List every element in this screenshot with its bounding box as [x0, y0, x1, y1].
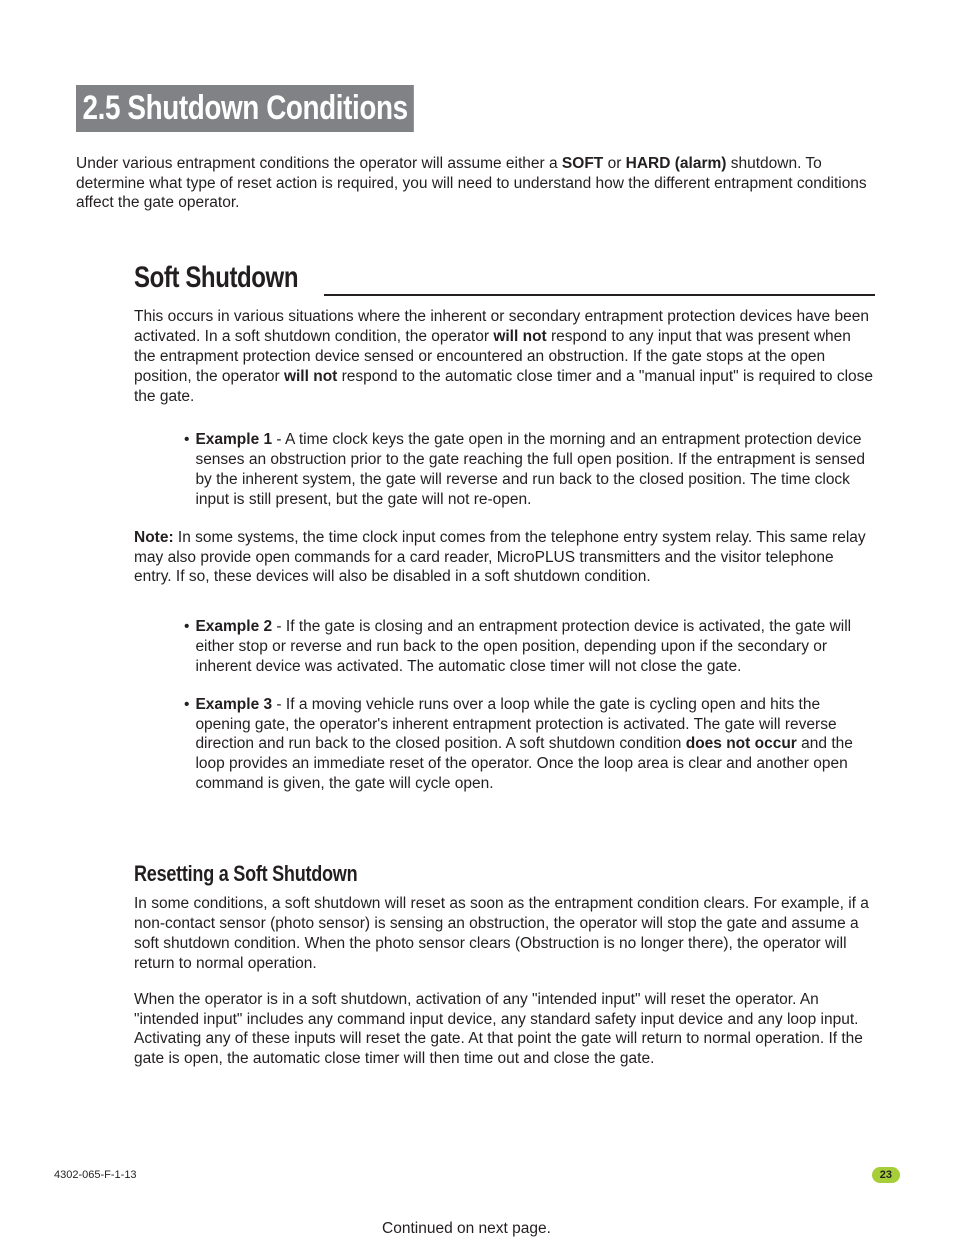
example-1-block: • Example 1 - A time clock keys the gate… [184, 430, 875, 509]
resetting-body: In some conditions, a soft shutdown will… [134, 894, 875, 1069]
spacer [54, 416, 879, 430]
note-text: In some systems, the time clock input co… [134, 529, 866, 586]
note: Note: In some systems, the time clock in… [134, 528, 875, 587]
continued-text: Continued on next page. [54, 1219, 879, 1239]
page-number-badge: 23 [872, 1167, 900, 1183]
intro-bold-hard: HARD (alarm) [626, 155, 727, 172]
intro-paragraph: Under various entrapment conditions the … [76, 154, 879, 212]
example-3-label: Example 3 [195, 696, 272, 713]
soft-shutdown-body: This occurs in various situations where … [134, 307, 875, 406]
note-block: Note: In some systems, the time clock in… [134, 528, 875, 587]
reset-p1: In some conditions, a soft shutdown will… [134, 894, 875, 973]
example-1-label: Example 1 [195, 431, 272, 448]
example-2: • Example 2 - If the gate is closing and… [184, 617, 875, 676]
resetting-heading: Resetting a Soft Shutdown [134, 860, 357, 889]
example-3: • Example 3 - If a moving vehicle runs o… [184, 695, 875, 794]
section-title: 2.5 Shutdown Conditions [76, 85, 414, 132]
soft-p1: This occurs in various situations where … [134, 307, 875, 406]
spacer [54, 597, 879, 617]
example-1: • Example 1 - A time clock keys the gate… [184, 430, 875, 509]
page: 2.5 Shutdown Conditions Under various en… [0, 0, 954, 1235]
example-2-3-block: • Example 2 - If the gate is closing and… [184, 617, 875, 794]
intro-bold-soft: SOFT [562, 155, 603, 172]
example-3-text: Example 3 - If a moving vehicle runs ove… [195, 695, 875, 794]
bullet-dot: • [184, 617, 189, 676]
reset-p2: When the operator is in a soft shutdown,… [134, 990, 875, 1069]
page-footer: 4302-065-F-1-13 23 [54, 1167, 900, 1183]
intro-text-pre: Under various entrapment conditions the … [76, 155, 562, 172]
example-2-text: Example 2 - If the gate is closing and a… [195, 617, 875, 676]
example-1-text: Example 1 - A time clock keys the gate o… [195, 430, 875, 509]
example-2-label: Example 2 [195, 618, 272, 635]
bullet-dot: • [184, 430, 189, 509]
intro-text-mid: or [603, 155, 625, 172]
note-label: Note: [134, 529, 174, 546]
example-2-body: - If the gate is closing and an entrapme… [195, 618, 851, 675]
heading-rule [324, 294, 875, 296]
soft-shutdown-heading-wrap: Soft Shutdown [54, 258, 879, 303]
footer-doc-id: 4302-065-F-1-13 [54, 1168, 137, 1182]
bullet-dot: • [184, 695, 189, 794]
soft-shutdown-heading: Soft Shutdown [134, 258, 298, 297]
soft-p1-bold1: will not [493, 328, 546, 345]
soft-p1-bold2: will not [284, 368, 337, 385]
example-3-bold: does not occur [686, 735, 797, 752]
example-1-body: - A time clock keys the gate open in the… [195, 431, 865, 507]
